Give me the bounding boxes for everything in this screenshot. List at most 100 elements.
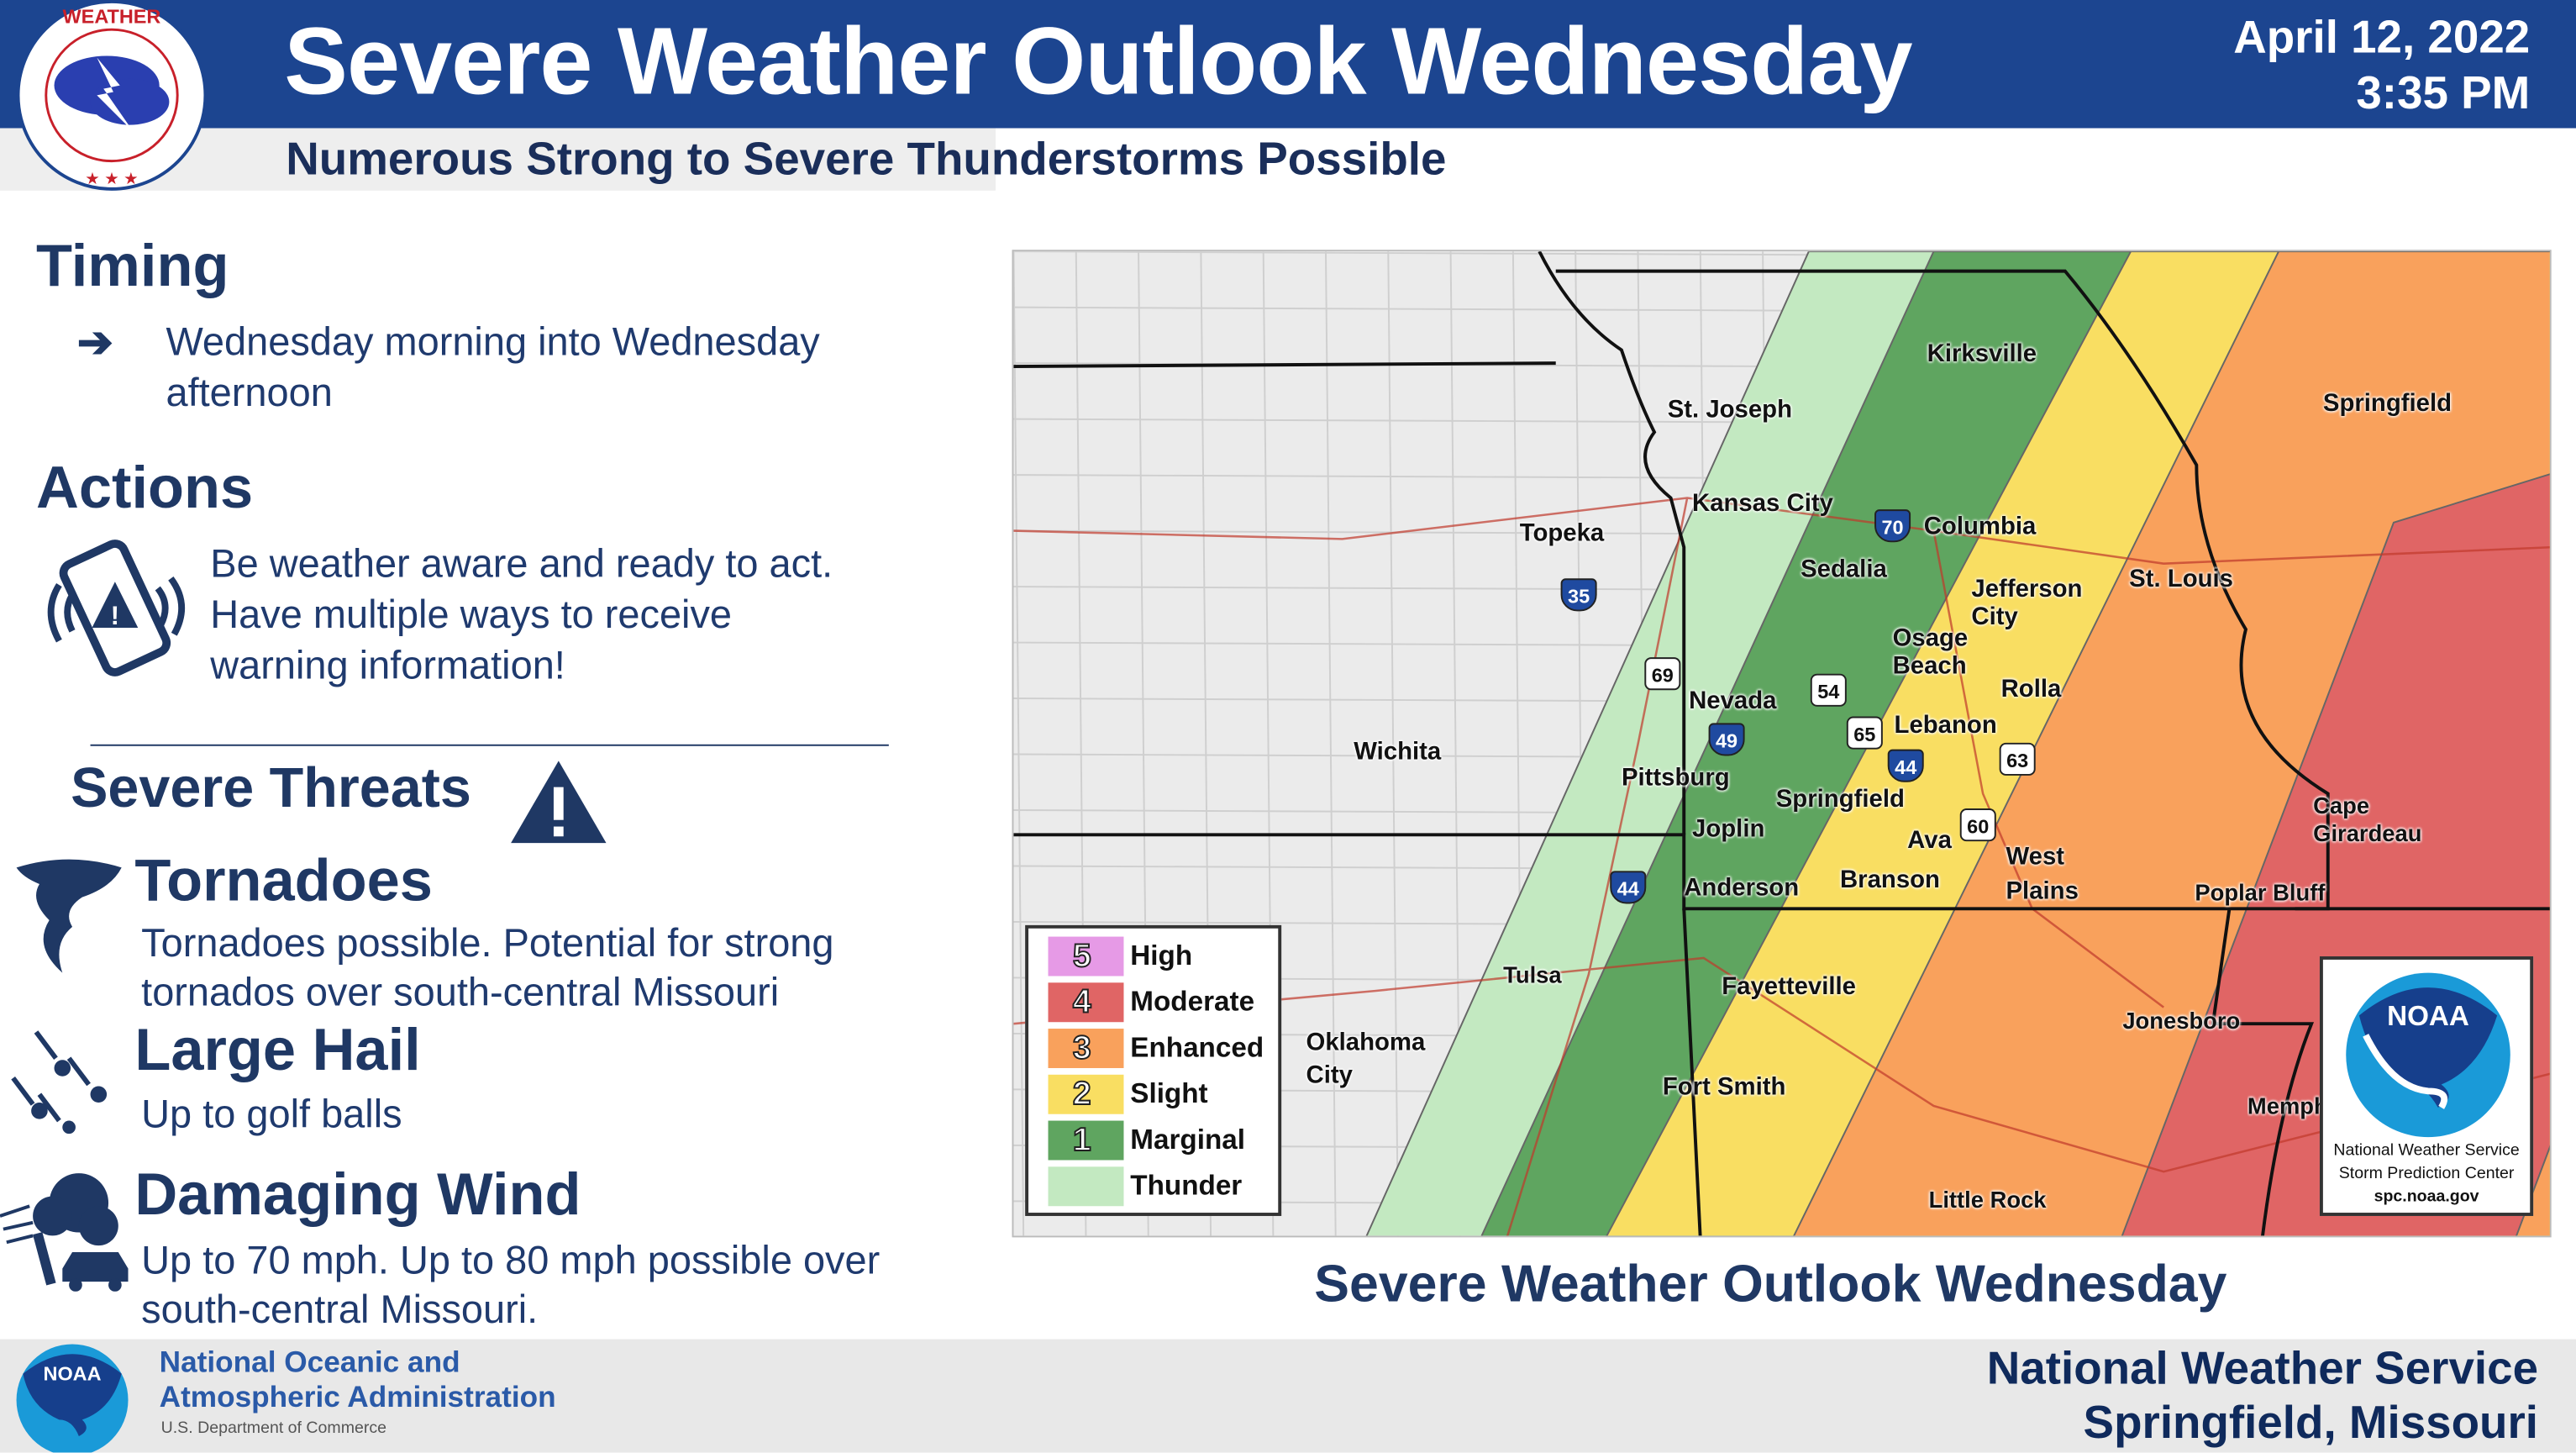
timing-text: Wednesday morning into Wednesday afterno…	[166, 317, 819, 419]
svg-text:WEATHER: WEATHER	[63, 5, 161, 27]
phone-alert-icon: !	[47, 540, 186, 676]
city-label: Springfield	[1775, 785, 1905, 813]
arrow-right-icon: ➔	[76, 317, 113, 367]
legend-swatch: 2	[1048, 1074, 1124, 1114]
city-label: St. Joseph	[1667, 396, 1793, 424]
city-label: Joplin	[1692, 814, 1765, 844]
city-label: St. Louis	[2129, 565, 2234, 593]
tornadoes-heading: Tornadoes	[134, 846, 433, 914]
actions-line: warning information!	[210, 644, 565, 689]
city-label: Anderson	[1684, 874, 1800, 903]
highway-shield: 70	[1874, 509, 1911, 543]
legend-swatch: 1	[1048, 1120, 1124, 1161]
dept-commerce: U.S. Department of Commerce	[160, 1419, 387, 1438]
wind-line: Up to 70 mph. Up to 80 mph possible over	[141, 1239, 881, 1284]
legend-swatch: 4	[1048, 982, 1124, 1023]
city-label: Lebanon	[1894, 711, 1997, 740]
spc-line: National Weather Service	[2333, 1141, 2520, 1161]
page-title: Severe Weather Outlook Wednesday	[284, 8, 1912, 115]
legend-item-thunder: Thunder	[1048, 1166, 1279, 1207]
city-label: Topeka	[1519, 519, 1605, 548]
city-label: Memphis	[2247, 1092, 2320, 1119]
risk-legend: 5 High 4 Moderate 3 Enhanced 2 Slight 1 Margi…	[1025, 924, 1282, 1216]
noaa-name-line: Atmospheric Administration	[159, 1380, 556, 1414]
legend-swatch: 3	[1048, 1029, 1124, 1068]
legend-swatch: 5	[1048, 936, 1124, 977]
city-label: Wichita	[1354, 737, 1442, 766]
city-label: Rolla	[2000, 675, 2062, 703]
legend-label: High	[1130, 940, 1193, 971]
city-label: Poplar Bluff	[2195, 879, 2326, 906]
highway-shield: 65	[1846, 716, 1883, 750]
highway-shield: 49	[1708, 723, 1745, 756]
map-caption: Severe Weather Outlook Wednesday	[1314, 1253, 2227, 1313]
highways	[1013, 497, 2550, 1236]
spc-url: spc.noaa.gov	[2374, 1187, 2479, 1207]
timing-line: Wednesday morning into Wednesday	[166, 320, 820, 366]
subtitle: Numerous Strong to Severe Thunderstorms …	[286, 133, 1447, 185]
noaa-footer-logo-text: NOAA	[44, 1363, 102, 1385]
city-label: Fayetteville	[1722, 972, 1857, 1001]
highway-shield: 54	[1810, 673, 1847, 707]
office-name: National Weather Service Springfield, Mi…	[1987, 1341, 2538, 1450]
noaa-logo: NOAA	[2346, 972, 2510, 1138]
legend-item-slight: 2 Slight	[1048, 1074, 1279, 1114]
warning-triangle-icon	[511, 761, 607, 844]
hail-heading: Large Hail	[134, 1015, 421, 1083]
legend-item-high: 5 High	[1048, 936, 1279, 977]
actions-line: Be weather aware and ready to act.	[210, 542, 833, 587]
legend-item-enhanced: 3 Enhanced	[1048, 1029, 1279, 1068]
legend-swatch	[1048, 1166, 1124, 1207]
city-label: Jefferson City	[1971, 575, 2083, 631]
highway-shield: 69	[1644, 657, 1681, 691]
actions-line: Have multiple ways to receive	[210, 592, 733, 638]
tornado-icon	[16, 859, 122, 973]
damaging-wind-icon	[0, 1173, 129, 1292]
footer	[0, 1339, 2576, 1453]
tornadoes-line: Tornadoes possible. Potential for strong	[141, 921, 834, 966]
wind-line: south-central Missouri.	[141, 1288, 539, 1333]
svg-text:★ ★ ★: ★ ★ ★	[85, 170, 138, 188]
city-label: Fort Smith	[1662, 1072, 1786, 1102]
timing-heading: Timing	[36, 231, 229, 299]
legend-label: Marginal	[1130, 1124, 1245, 1156]
wind-text: Up to 70 mph. Up to 80 mph possible over…	[141, 1237, 880, 1335]
tornadoes-text: Tornadoes possible. Potential for strong…	[141, 920, 833, 1019]
threats-heading: Severe Threats	[71, 757, 471, 820]
legend-label: Moderate	[1130, 986, 1255, 1018]
legend-label: Thunder	[1130, 1170, 1243, 1202]
city-label: Nevada	[1689, 687, 1777, 715]
city-label: West Plains	[2006, 843, 2079, 906]
city-label: Kirksville	[1927, 340, 2037, 369]
highway-shield: 35	[1560, 578, 1597, 612]
state-borders	[1013, 251, 2550, 1236]
highway-shield: 60	[1959, 808, 1996, 842]
city-label: Kansas City	[1692, 489, 1833, 518]
divider	[90, 744, 889, 746]
hail-icon	[11, 1030, 108, 1134]
issue-time: 3:35 PM	[2356, 67, 2531, 118]
spc-logo-box: NOAA National Weather Service Storm Pred…	[2319, 956, 2534, 1216]
tornadoes-line: tornados over south-central Missouri	[141, 971, 780, 1016]
highway-shield: 44	[1610, 871, 1647, 904]
city-label: Sedalia	[1801, 555, 1887, 584]
nws-logo: WEATHER ★ ★ ★	[16, 0, 208, 191]
spc-text: National Weather Service Storm Predictio…	[2323, 1140, 2530, 1209]
actions-text: Be weather aware and ready to act. Have …	[210, 539, 833, 692]
legend-item-marginal: 1 Marginal	[1048, 1120, 1279, 1161]
city-label: Springfield	[2322, 389, 2452, 418]
city-label: Jonesboro	[2122, 1007, 2241, 1034]
hail-text: Up to golf balls	[141, 1092, 402, 1138]
timing-line: afternoon	[166, 371, 333, 416]
office-line: Springfield, Missouri	[2083, 1397, 2539, 1448]
city-label: Branson	[1840, 866, 1940, 894]
header-bar	[0, 0, 2576, 129]
city-label: Oklahoma City	[1306, 1029, 1426, 1090]
city-label: Tulsa	[1503, 961, 1562, 988]
legend-label: Enhanced	[1130, 1031, 1264, 1064]
noaa-logo-text: NOAA	[2387, 1001, 2469, 1032]
city-label: Cape Girardeau	[2313, 792, 2422, 847]
wind-heading: Damaging Wind	[134, 1160, 581, 1228]
city-label: Little Rock	[1928, 1186, 2047, 1213]
